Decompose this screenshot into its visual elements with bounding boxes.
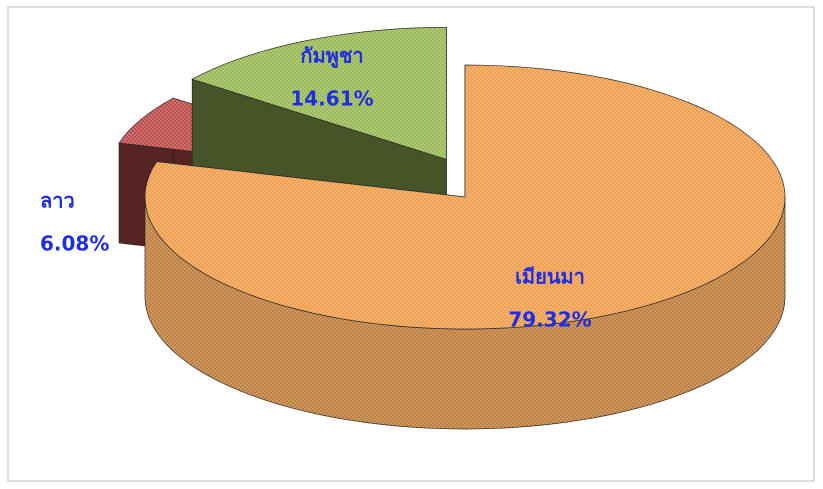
data-label-value: 14.61% bbox=[290, 87, 373, 111]
slice-top-texture bbox=[145, 65, 785, 329]
slice-top-texture bbox=[192, 27, 447, 160]
data-label-name: ลาว bbox=[40, 189, 75, 213]
pie-slice bbox=[144, 64, 786, 430]
slice-side-texture bbox=[145, 197, 785, 429]
data-label-value: 6.08% bbox=[40, 232, 109, 256]
data-label-value: 79.32% bbox=[508, 308, 591, 332]
data-label-name: กัมพูชา bbox=[300, 44, 363, 70]
data-label-name: เมียนมา bbox=[515, 265, 585, 289]
